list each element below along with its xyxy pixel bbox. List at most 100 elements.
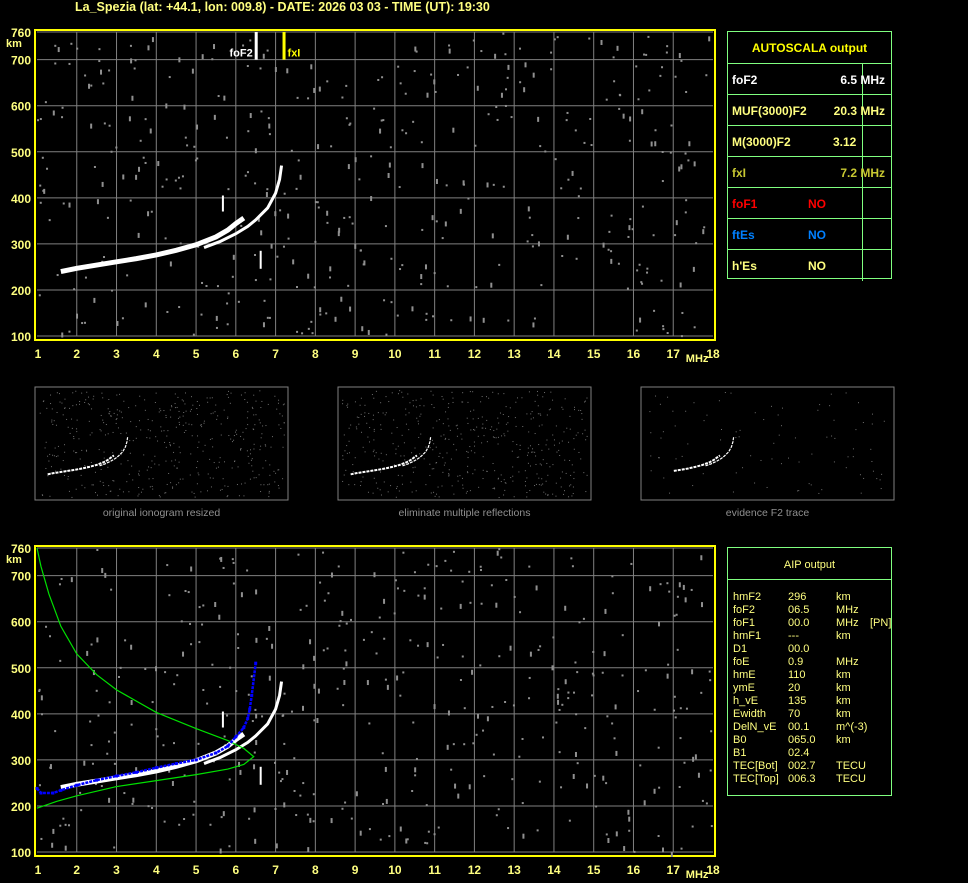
noise-dot: [50, 466, 52, 468]
noise-dot: [430, 492, 432, 494]
noise-dot: [351, 222, 354, 225]
noise-dot: [260, 491, 262, 493]
noise-dot: [56, 274, 59, 277]
noise-dot: [233, 439, 235, 441]
noise-dot: [185, 392, 187, 394]
noise-dot: [585, 439, 587, 441]
noise-dot: [352, 464, 354, 466]
noise-dot: [504, 701, 507, 704]
noise-dot: [69, 407, 71, 409]
noise-dot: [556, 693, 559, 699]
noise-dot: [231, 558, 234, 561]
noise-dot: [131, 465, 133, 467]
noise-dot: [485, 427, 487, 429]
noise-dot: [389, 146, 392, 149]
noise-dot: [423, 587, 426, 590]
noise-dot: [176, 467, 178, 469]
noise-dot: [96, 199, 99, 205]
noise-dot: [313, 286, 316, 289]
noise-dot: [100, 785, 103, 788]
noise-dot: [512, 441, 514, 443]
noise-dot: [397, 65, 400, 68]
noise-dot: [359, 404, 361, 406]
noise-dot: [425, 312, 428, 315]
noise-dot: [532, 417, 534, 419]
noise-dot: [90, 123, 93, 129]
noise-dot: [166, 483, 168, 485]
noise-dot: [405, 838, 408, 844]
noise-dot: [340, 296, 343, 302]
noise-dot: [301, 705, 304, 711]
noise-dot: [405, 423, 407, 425]
noise-dot: [224, 461, 226, 463]
noise-dot: [571, 170, 574, 176]
noise-dot: [412, 400, 414, 402]
noise-dot: [250, 675, 253, 678]
noise-dot: [424, 264, 427, 270]
noise-dot: [240, 448, 242, 450]
noise-dot: [193, 800, 196, 803]
noise-dot: [83, 760, 86, 766]
noise-dot: [373, 572, 376, 578]
noise-dot: [38, 784, 41, 787]
noise-dot: [636, 269, 639, 272]
noise-dot: [104, 572, 107, 578]
noise-dot: [537, 116, 540, 122]
noise-dot: [570, 484, 572, 486]
noise-dot: [640, 281, 643, 284]
noise-dot: [100, 69, 103, 75]
noise-dot: [560, 477, 562, 479]
noise-dot: [826, 436, 828, 438]
x-tick-label: 9: [352, 347, 359, 361]
noise-dot: [283, 403, 285, 405]
noise-dot: [470, 410, 472, 412]
noise-dot: [433, 272, 436, 275]
noise-dot: [574, 661, 577, 664]
noise-dot: [695, 242, 698, 245]
noise-dot: [100, 468, 102, 470]
noise-dot: [593, 774, 596, 777]
noise-dot: [474, 469, 476, 471]
noise-dot: [296, 96, 299, 99]
noise-dot: [425, 804, 428, 807]
y-tick-label: 100: [11, 846, 31, 860]
noise-dot: [452, 550, 455, 553]
noise-dot: [248, 817, 251, 820]
noise-dot: [474, 429, 476, 431]
noise-dot: [301, 332, 304, 335]
noise-dot: [228, 778, 231, 781]
noise-dot: [519, 47, 522, 50]
noise-dot: [196, 483, 198, 485]
noise-dot: [132, 797, 135, 803]
noise-dot: [673, 614, 676, 617]
noise-dot: [67, 426, 69, 428]
noise-dot: [537, 413, 539, 415]
noise-dot: [189, 474, 191, 476]
noise-dot: [415, 406, 417, 408]
noise-dot: [432, 449, 434, 451]
noise-dot: [244, 482, 246, 484]
noise-dot: [528, 676, 531, 679]
noise-dot: [261, 433, 263, 435]
noise-dot: [495, 814, 498, 817]
noise-dot: [374, 455, 376, 457]
noise-dot: [524, 470, 526, 472]
thumbnail-3: [640, 386, 895, 501]
x-tick-label: 1: [35, 347, 42, 361]
noise-dot: [544, 392, 546, 394]
noise-dot: [255, 637, 258, 643]
noise-dot: [537, 648, 540, 651]
aip-unit: MHz: [836, 617, 859, 629]
noise-dot: [355, 791, 358, 797]
noise-dot: [486, 470, 488, 472]
noise-dot: [378, 616, 381, 619]
noise-dot: [283, 742, 286, 745]
noise-dot: [447, 710, 450, 716]
noise-dot: [329, 266, 332, 272]
noise-dot: [40, 695, 43, 701]
noise-dot: [586, 397, 588, 399]
fit-point: [174, 762, 178, 766]
noise-dot: [128, 491, 130, 493]
noise-dot: [138, 470, 140, 472]
noise-dot: [189, 410, 191, 412]
